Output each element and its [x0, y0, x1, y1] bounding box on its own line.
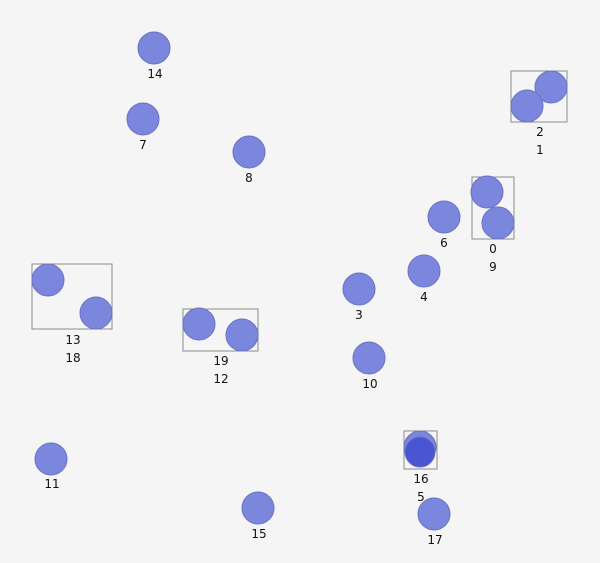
- node-14: 14: [137, 31, 171, 81]
- node-label-10: 10: [362, 377, 377, 391]
- node-3-circle[interactable]: [342, 272, 376, 306]
- node-label-17: 17: [427, 533, 442, 547]
- group-label-16: 16: [413, 472, 428, 486]
- node-10: 10: [352, 341, 386, 391]
- node-18-circle[interactable]: [79, 296, 113, 330]
- node-1-circle[interactable]: [510, 89, 544, 123]
- node-12-circle[interactable]: [225, 318, 259, 352]
- node-2-circle[interactable]: [534, 70, 568, 104]
- node-label-11: 11: [44, 477, 59, 491]
- group-label-5: 5: [417, 490, 425, 504]
- group-16-5: 16 5: [403, 430, 438, 504]
- group-label-13: 13: [65, 333, 80, 347]
- node-15: 15: [241, 491, 275, 541]
- node-4: 4: [407, 254, 441, 304]
- group-label-18: 18: [65, 351, 80, 365]
- node-label-3: 3: [355, 308, 363, 322]
- node-4-circle[interactable]: [407, 254, 441, 288]
- node-label-8: 8: [245, 171, 253, 185]
- node-9-circle[interactable]: [481, 206, 515, 240]
- node-13-circle[interactable]: [31, 263, 65, 297]
- group-label-9: 9: [489, 260, 497, 274]
- node-15-circle[interactable]: [241, 491, 275, 525]
- node-7: 7: [126, 102, 160, 152]
- node-14-circle[interactable]: [137, 31, 171, 65]
- group-box-13-18: [31, 263, 113, 330]
- group-13-18: 13 18: [31, 263, 113, 365]
- node-5-circle[interactable]: [404, 436, 436, 468]
- node-label-14: 14: [147, 67, 162, 81]
- group-0-9: 0 9: [470, 175, 515, 274]
- node-10-circle[interactable]: [352, 341, 386, 375]
- group-box-19-12: [182, 308, 259, 352]
- group-box-2-1: [510, 70, 568, 123]
- node-11-circle[interactable]: [34, 442, 68, 476]
- node-6: 6: [427, 200, 461, 250]
- node-3: 3: [342, 272, 376, 322]
- node-label-15: 15: [251, 527, 266, 541]
- node-label-7: 7: [139, 138, 147, 152]
- node-19-circle[interactable]: [182, 307, 216, 341]
- group-label-0: 0: [489, 242, 497, 256]
- node-0-circle[interactable]: [470, 175, 504, 209]
- node-7-circle[interactable]: [126, 102, 160, 136]
- node-label-6: 6: [440, 236, 448, 250]
- group-label-2: 2: [536, 125, 544, 139]
- group-2-1: 2 1: [510, 70, 568, 157]
- group-label-12: 12: [213, 372, 228, 386]
- node-11: 11: [34, 442, 68, 491]
- group-19-12: 19 12: [182, 307, 259, 386]
- node-label-4: 4: [420, 290, 428, 304]
- node-6-circle[interactable]: [427, 200, 461, 234]
- node-17: 17: [417, 497, 451, 547]
- node-8-circle[interactable]: [232, 135, 266, 169]
- group-label-1: 1: [536, 143, 544, 157]
- node-8: 8: [232, 135, 266, 185]
- group-label-19: 19: [213, 354, 228, 368]
- node-17-circle[interactable]: [417, 497, 451, 531]
